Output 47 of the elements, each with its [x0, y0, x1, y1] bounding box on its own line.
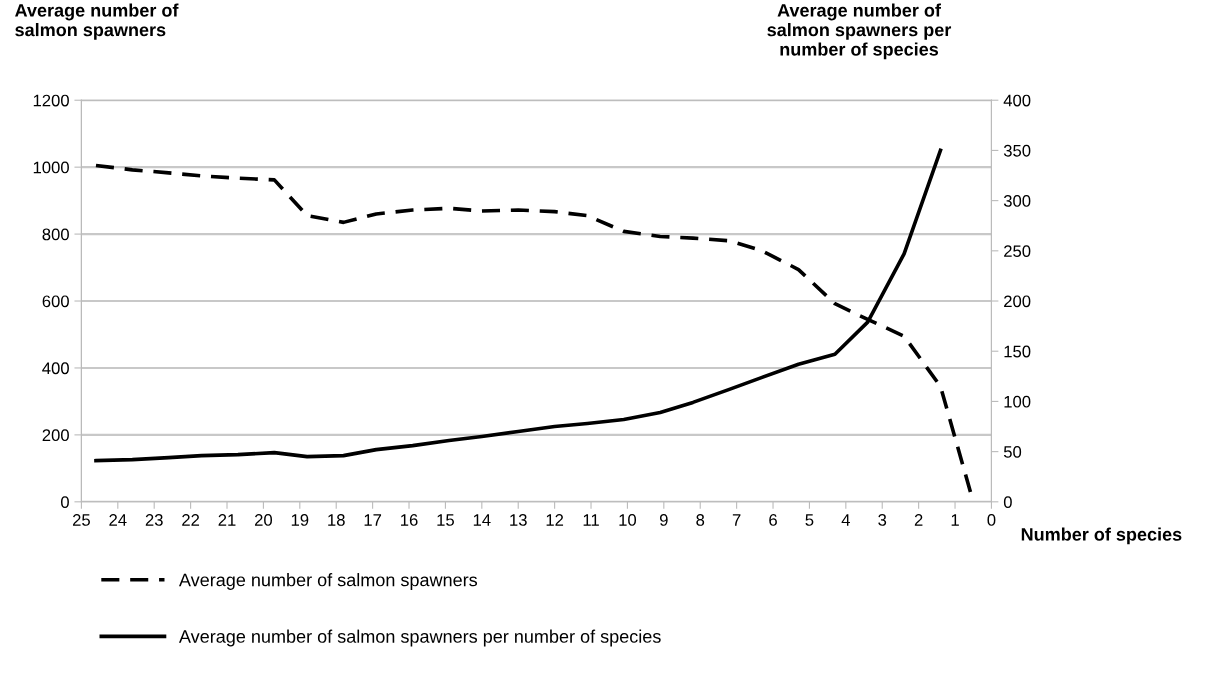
- y2-tick-label: 250: [1004, 245, 1031, 258]
- y-tick-label: 200: [42, 429, 69, 442]
- y2-tick-label: 350: [1003, 144, 1031, 157]
- x-tick-label: 1: [951, 514, 959, 526]
- y2-tick-label: 150: [1004, 345, 1031, 358]
- x-tick-label: 7: [732, 514, 741, 526]
- legend-label: Average number of salmon spawners: [178, 573, 478, 590]
- x-tick-label: 8: [696, 514, 705, 526]
- x-tick-label: 11: [583, 514, 599, 526]
- x-tick-label: 16: [401, 514, 418, 526]
- x-tick-label: 21: [218, 514, 236, 526]
- x-tick-label: 23: [145, 514, 163, 526]
- x-axis-title: Number of species: [1021, 527, 1182, 545]
- y2-tick-label: 400: [1003, 94, 1031, 107]
- x-tick-label: 10: [619, 514, 637, 526]
- y-tick-label: 600: [42, 295, 69, 308]
- x-tick-label: 12: [546, 514, 564, 526]
- x-tick-label: 24: [109, 514, 127, 526]
- x-tick-label: 18: [328, 514, 345, 526]
- x-tick-label: 13: [510, 514, 527, 526]
- y2-axis-title: Average number of salmon spawners per number of species: [767, 3, 952, 60]
- y-axis-title: Average number of salmon spawners: [15, 3, 179, 40]
- x-tick-label: 20: [254, 514, 273, 526]
- x-tick-label: 0: [987, 514, 996, 526]
- x-tick-label: 2: [914, 514, 923, 526]
- x-tick-label: 3: [878, 514, 887, 526]
- x-tick-label: 22: [182, 514, 200, 526]
- x-tick-label: 25: [72, 514, 90, 526]
- y2-tick-label: 100: [1004, 395, 1031, 408]
- x-tick-label: 6: [769, 514, 777, 526]
- y-tick-label: 0: [60, 496, 69, 509]
- y-tick-label: 400: [42, 362, 69, 375]
- x-tick-label: 14: [473, 514, 491, 526]
- y-tick-label: 1000: [33, 161, 69, 174]
- x-tick-label: 4: [841, 514, 850, 526]
- y-tick-label: 800: [42, 228, 69, 241]
- x-tick-label: 19: [291, 514, 309, 526]
- x-tick-label: 15: [437, 514, 454, 526]
- y2-tick-label: 0: [1003, 496, 1012, 509]
- x-tick-label: 5: [805, 514, 814, 526]
- y2-tick-label: 300: [1003, 195, 1031, 207]
- legend-label: Average number of salmon spawners per number of species: [178, 629, 661, 647]
- x-tick-label: 9: [659, 514, 668, 526]
- x-tick-label: 17: [364, 514, 382, 526]
- y2-tick-label: 200: [1004, 295, 1031, 308]
- y-tick-label: 1200: [33, 94, 69, 107]
- y2-tick-label: 50: [1003, 446, 1022, 458]
